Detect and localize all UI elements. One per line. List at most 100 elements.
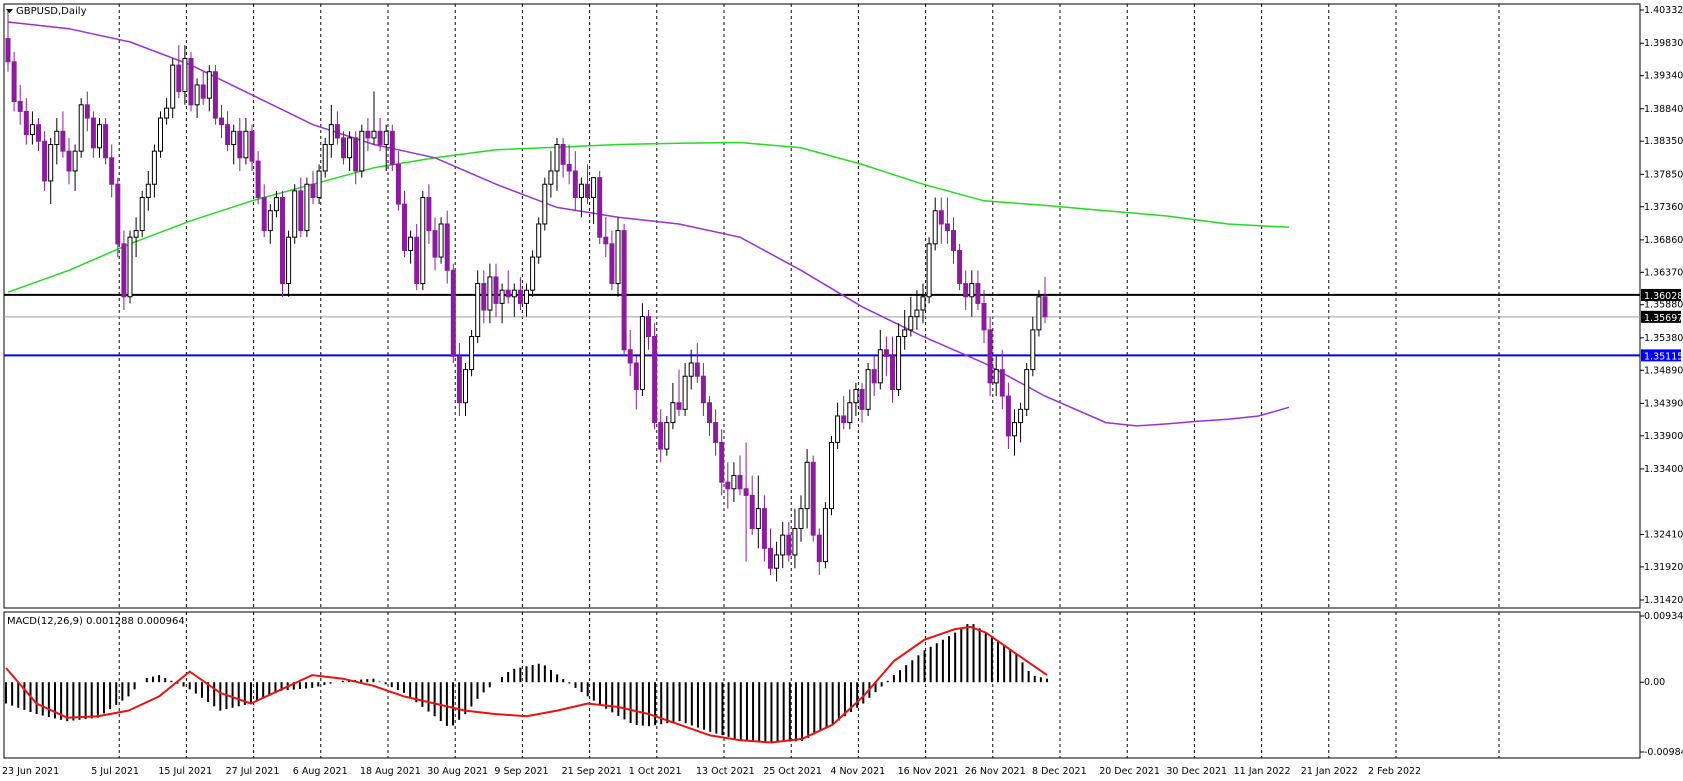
candle-body [847,402,853,424]
candle-body [139,196,145,232]
candle [133,217,139,258]
candle-body [267,210,273,232]
candle [292,184,298,244]
candle-body [151,150,157,185]
candle-body [713,422,719,443]
candle-body [121,243,127,298]
candle-body [890,355,895,390]
price-tick-label: 1.32410 [1644,529,1683,540]
candle-body [389,130,395,165]
candle-body [36,124,41,142]
chart-title: GBPUSD,Daily [16,6,87,17]
candle-body [29,124,35,136]
date-label: 11 Jan 2022 [1234,766,1291,777]
candle-body [743,488,749,496]
candle [11,51,17,112]
candle-body [249,130,255,162]
candle [816,528,822,575]
candle-body [304,183,310,232]
candle [334,111,340,145]
candle-body [365,130,371,139]
candle-body [11,61,17,102]
candle [542,177,548,231]
candle-body [200,84,206,99]
candle [524,283,529,317]
date-label: 23 Jun 2021 [2,766,59,777]
candle [902,310,908,350]
candle-body [359,130,365,172]
date-label: 21 Sep 2021 [562,766,622,777]
date-label: 5 Jul 2021 [91,766,139,777]
candle-body [54,130,60,146]
candle [749,475,755,536]
date-label: 2 Feb 2022 [1368,766,1421,777]
candle-body [408,236,414,251]
price-tick-label: 1.33400 [1644,464,1683,475]
candle [304,177,310,238]
candle-body [700,375,706,404]
candle [103,118,109,165]
candle-body [115,183,121,245]
candle-body [981,302,987,331]
candle [365,118,371,152]
candle-body [957,249,963,285]
candle [957,243,963,291]
candle [225,111,231,152]
level-tag [1641,349,1681,362]
candle [871,356,877,397]
date-label: 16 Nov 2021 [898,766,959,777]
candle [438,217,444,264]
candle-body [554,144,560,172]
candle [883,336,889,377]
candle [481,270,487,324]
candle-body [578,183,584,198]
price-tick-label: 1.40332 [1644,5,1683,16]
candle [298,177,304,238]
candle-body [469,336,475,371]
candle [109,144,115,198]
candle [66,137,72,185]
candle-body [536,223,542,258]
candle-body [133,230,139,238]
candle [121,230,127,311]
candle-body [609,243,615,285]
candle-body [1036,296,1042,331]
candle-body [280,196,285,285]
candle-body [633,362,639,390]
candle [206,65,212,112]
candle [23,98,29,145]
candle [1030,316,1036,377]
candle-body [334,124,340,139]
candle [560,137,566,178]
fast-moving-average-line [7,21,1290,427]
date-label: 25 Oct 2021 [763,766,822,777]
candle [536,217,542,264]
candle-body [719,441,725,483]
candle [597,171,603,244]
price-tick-label: 1.34890 [1644,365,1683,376]
candle [743,442,749,562]
candle-body [1024,369,1030,410]
price-tick-label: 1.31420 [1644,595,1683,606]
candle-body [768,547,773,569]
candle [920,283,926,324]
candle [286,230,292,297]
candle [469,329,475,377]
candle [1012,409,1017,456]
candle-body [871,369,877,384]
candle-body [621,230,627,351]
candle [395,151,401,211]
candle [578,177,584,218]
candle [200,71,206,105]
candle-body [444,223,450,271]
candle-body [975,283,981,304]
candle [237,118,243,172]
candle [999,349,1005,410]
candle-body [84,104,90,119]
level-tag [1641,310,1681,323]
candle [1005,382,1011,450]
candle-body [383,130,389,146]
candle [402,190,407,258]
candle [511,283,517,317]
candle [389,124,395,172]
